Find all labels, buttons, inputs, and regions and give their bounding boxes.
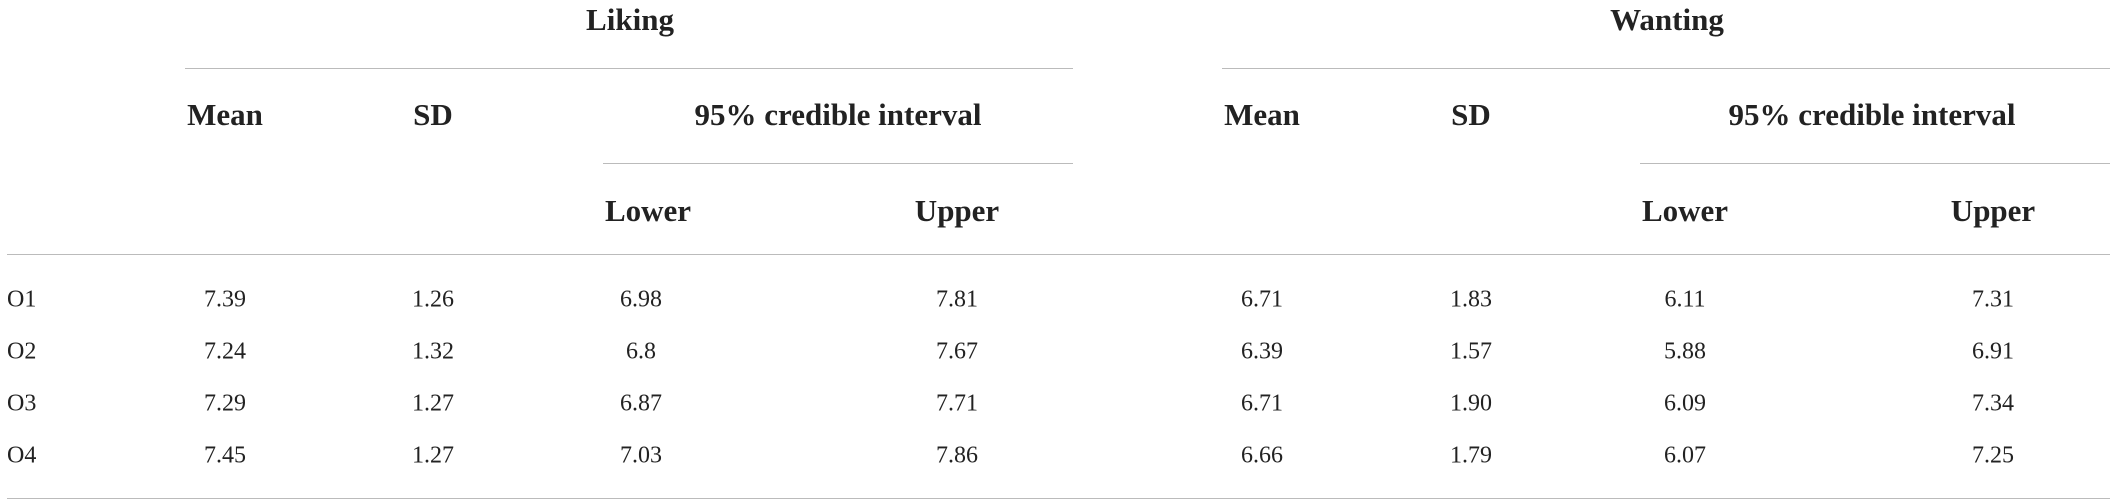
cell: 6.87: [620, 390, 662, 417]
row-label: O1: [7, 286, 37, 313]
group-header: Wanting: [1610, 2, 1724, 37]
column-header: Mean: [1224, 97, 1300, 132]
cell: 6.09: [1664, 390, 1706, 417]
subcolumn-header: Upper: [914, 193, 1000, 228]
cell: 6.8: [626, 338, 656, 365]
rule: [1640, 163, 2110, 164]
cell: 1.27: [412, 390, 454, 417]
cell: 1.79: [1450, 442, 1492, 469]
rule: [1222, 68, 2110, 69]
cell: 7.86: [936, 442, 978, 469]
cell: 5.88: [1664, 338, 1706, 365]
cell: 6.98: [620, 286, 662, 313]
cell: 7.45: [204, 442, 246, 469]
cell: 1.57: [1450, 338, 1492, 365]
cell: 1.83: [1450, 286, 1492, 313]
column-header: Mean: [187, 97, 263, 132]
cell: 1.27: [412, 442, 454, 469]
column-header: 95% credible interval: [1728, 97, 2016, 132]
cell: 1.32: [412, 338, 454, 365]
rule: [7, 498, 2110, 499]
cell: 7.71: [936, 390, 978, 417]
subcolumn-header: Upper: [1950, 193, 2036, 228]
row-label: O2: [7, 338, 37, 365]
subcolumn-header: Lower: [1641, 193, 1729, 228]
cell: 7.31: [1972, 286, 2014, 313]
cell: 6.91: [1972, 338, 2014, 365]
cell: 7.24: [204, 338, 246, 365]
cell: 7.03: [620, 442, 662, 469]
rule: [7, 254, 2110, 255]
cell: 7.25: [1972, 442, 2014, 469]
cell: 7.29: [204, 390, 246, 417]
cell: 7.67: [936, 338, 978, 365]
cell: 7.34: [1972, 390, 2014, 417]
column-header: SD: [413, 97, 453, 132]
rule: [185, 68, 1073, 69]
cell: 6.71: [1241, 286, 1283, 313]
cell: 6.39: [1241, 338, 1283, 365]
group-header: Liking: [586, 2, 674, 37]
cell: 7.81: [936, 286, 978, 313]
cell: 6.66: [1241, 442, 1283, 469]
row-label: O4: [7, 442, 37, 469]
cell: 6.11: [1664, 286, 1706, 313]
cell: 1.26: [412, 286, 454, 313]
row-label: O3: [7, 390, 37, 417]
cell: 6.07: [1664, 442, 1706, 469]
cell: 1.90: [1450, 390, 1492, 417]
column-header: 95% credible interval: [694, 97, 982, 132]
cell: 7.39: [204, 286, 246, 313]
cell: 6.71: [1241, 390, 1283, 417]
rule: [603, 163, 1073, 164]
column-header: SD: [1451, 97, 1491, 132]
subcolumn-header: Lower: [604, 193, 692, 228]
